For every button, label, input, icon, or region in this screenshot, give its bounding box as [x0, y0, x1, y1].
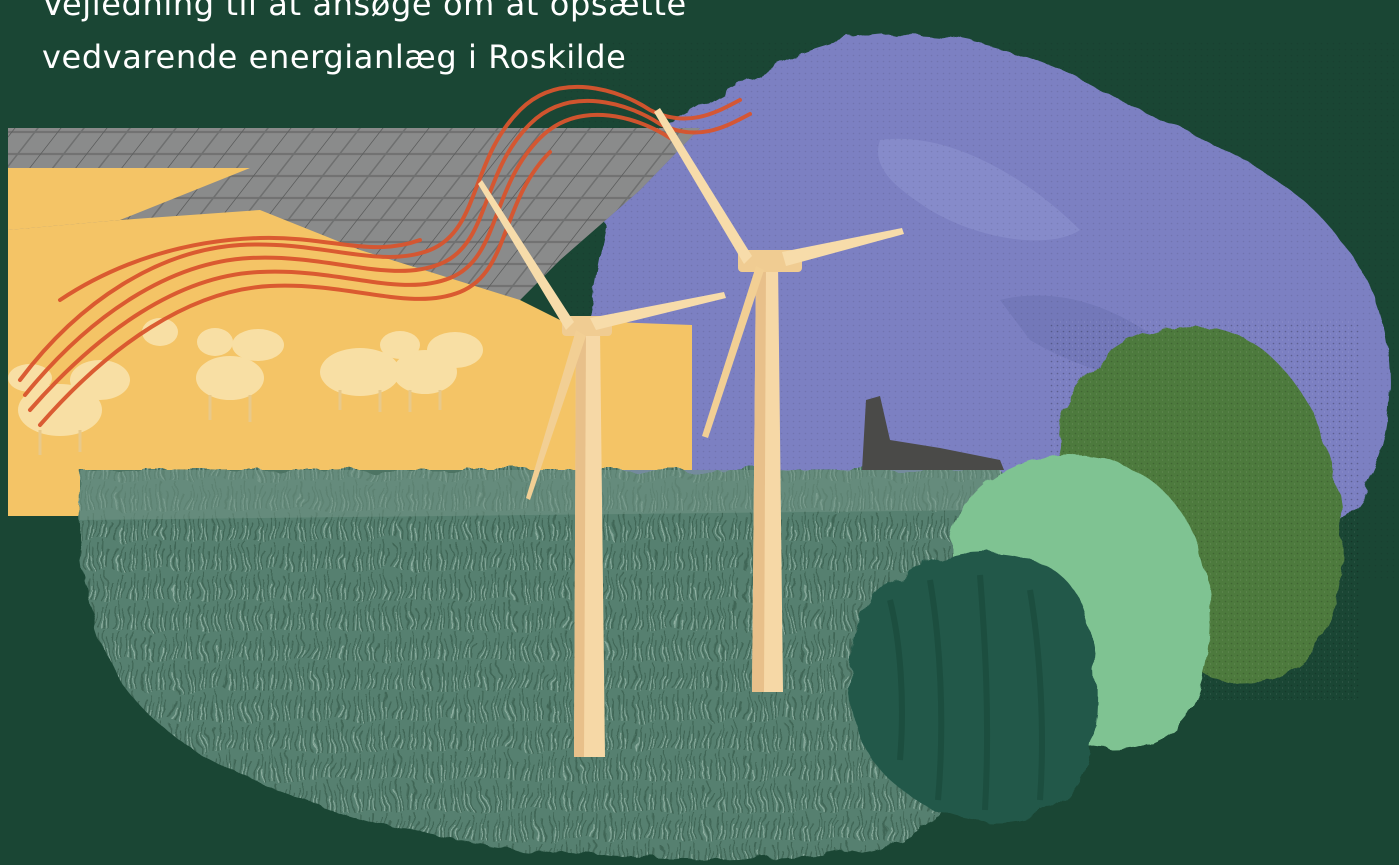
title-line-1: Vejledning til at ansøge om at opsætte — [42, 0, 687, 23]
sheep-group — [8, 318, 483, 436]
sheep-legs — [38, 390, 442, 455]
field-with-sheep — [8, 210, 692, 516]
red-scribble — [18, 85, 752, 427]
page-title: Vejledning til at ansøge om at opsætte v… — [42, 0, 687, 84]
wind-turbine-left — [478, 180, 726, 757]
title-line-2: vedvarende energianlæg i Roskilde — [42, 38, 627, 76]
wind-turbine-right — [654, 108, 904, 692]
building — [862, 396, 1004, 470]
bush-dark — [849, 550, 1096, 823]
